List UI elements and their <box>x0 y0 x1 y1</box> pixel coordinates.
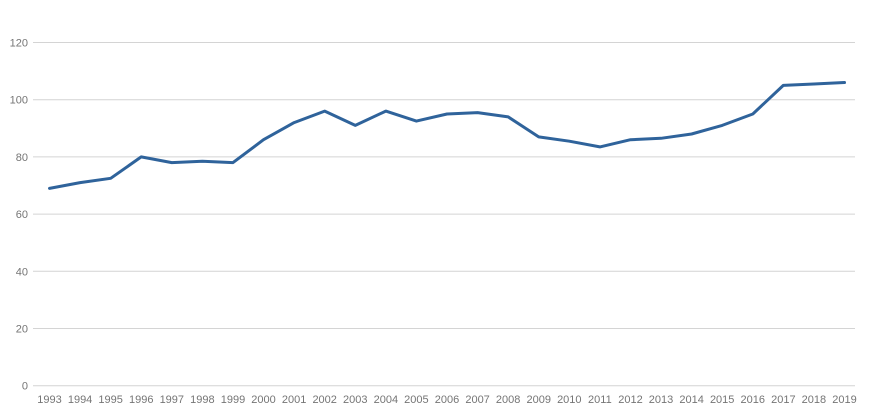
x-tick-label: 2001 <box>282 394 306 406</box>
y-tick-label: 40 <box>16 266 28 278</box>
x-tick-label: 2017 <box>771 394 795 406</box>
x-tick-label: 2008 <box>496 394 520 406</box>
x-tick-label: 2011 <box>588 394 612 406</box>
x-tick-label: 1995 <box>98 394 122 406</box>
x-tick-label: 1994 <box>68 394 92 406</box>
x-tick-label: 2005 <box>404 394 428 406</box>
x-tick-label: 2003 <box>343 394 367 406</box>
x-tick-label: 1998 <box>190 394 214 406</box>
x-tick-label: 2014 <box>679 394 703 406</box>
y-tick-label: 100 <box>10 95 28 107</box>
x-tick-label: 1993 <box>37 394 61 406</box>
x-tick-label: 2015 <box>710 394 734 406</box>
y-tick-label: 80 <box>16 152 28 164</box>
x-tick-label: 2007 <box>465 394 489 406</box>
y-tick-label: 0 <box>22 381 28 393</box>
y-tick-label: 20 <box>16 324 28 336</box>
x-tick-label: 2019 <box>832 394 856 406</box>
x-tick-label: 2016 <box>741 394 765 406</box>
x-tick-label: 2009 <box>526 394 550 406</box>
x-tick-label: 1999 <box>221 394 245 406</box>
x-tick-label: 2018 <box>802 394 826 406</box>
x-tick-label: 2013 <box>649 394 673 406</box>
x-tick-label: 2012 <box>618 394 642 406</box>
x-tick-label: 2000 <box>251 394 275 406</box>
y-tick-label: 60 <box>16 209 28 221</box>
x-tick-label: 2002 <box>312 394 336 406</box>
x-tick-label: 2004 <box>374 394 398 406</box>
x-tick-label: 2010 <box>557 394 581 406</box>
x-tick-label: 2006 <box>435 394 459 406</box>
x-tick-label: 1996 <box>129 394 153 406</box>
y-tick-label: 120 <box>10 38 28 50</box>
data-series-line <box>48 81 846 190</box>
x-tick-label: 1997 <box>160 394 184 406</box>
